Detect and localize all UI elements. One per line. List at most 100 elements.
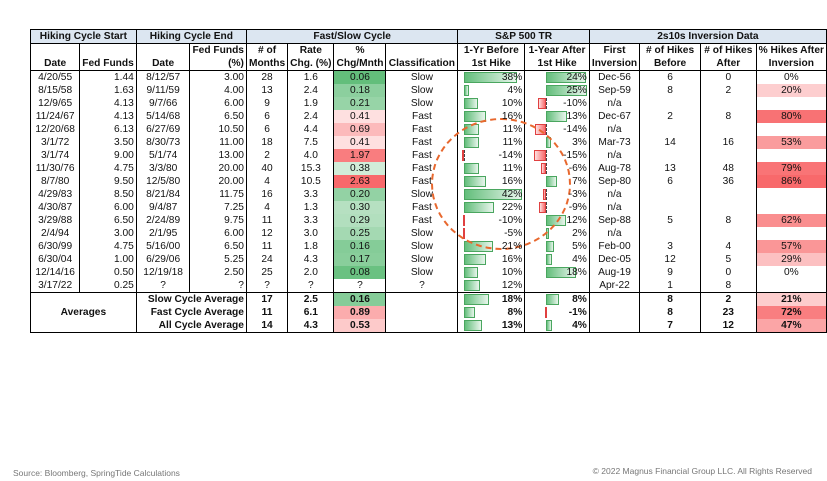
cell-rate-chg: 4.4: [287, 123, 335, 136]
cell-start-date: 3/29/88: [29, 214, 81, 227]
cell-yr-after: 24%: [524, 70, 590, 84]
cell-hikes-before: 9: [639, 266, 701, 279]
cell-end-date: 6/29/06: [135, 253, 191, 266]
cell-start-fed-funds: 4.13: [79, 97, 137, 110]
data-bar: [463, 320, 482, 331]
cell-months: 11: [245, 240, 289, 253]
data-bar: [545, 85, 588, 96]
cell-start-date: 4/20/55: [29, 70, 81, 84]
cell-months: 28: [245, 70, 289, 84]
cell-end-date: 5/1/74: [135, 149, 191, 162]
cell-start-date: 3/1/72: [29, 136, 81, 149]
avg-yr-after: -1%: [524, 306, 590, 319]
cell-classification: ?: [385, 279, 459, 293]
cell-start-date: 12/20/68: [29, 123, 81, 136]
avg-chg-mnth: 0.53: [333, 319, 387, 333]
cell-start-fed-funds: 4.13: [79, 110, 137, 123]
data-bar: [545, 267, 576, 278]
cell-chg-mnth: 0.41: [333, 110, 387, 123]
cell-hikes-after: 0: [700, 266, 757, 279]
table-row: 2/4/94 3.00 2/1/95 6.00 12 3.0 0.25 Slow -5% 2% n/…: [29, 227, 827, 240]
cell-pct-hikes-after: [755, 123, 827, 136]
col-after: After: [700, 57, 757, 71]
cell-classification: Slow: [385, 84, 459, 97]
yr-before-value: 12%: [501, 280, 523, 291]
col-date2: Date: [135, 57, 191, 71]
cell-end-date: 9/7/66: [135, 97, 191, 110]
cell-chg-mnth: 0.25: [333, 227, 387, 240]
table-row: 3/29/88 6.50 2/24/89 9.75 11 3.3 0.29 Fast -10% 1…: [29, 214, 827, 227]
yr-before-value: -5%: [504, 228, 523, 239]
cell-first-inversion: Sep-88: [588, 214, 641, 227]
cell-end-date: 6/27/69: [135, 123, 191, 136]
cell-start-date: 11/30/76: [29, 162, 81, 175]
cell-hikes-after: 36: [700, 175, 757, 188]
avg-yr-after: 4%: [524, 319, 590, 333]
cell-yr-after: 25%: [524, 84, 590, 97]
col-hikes-before-top: # of Hikes: [639, 43, 701, 57]
bar-axis: [545, 98, 547, 109]
col-rate: Rate: [287, 43, 335, 57]
cell-hikes-after: 16: [700, 136, 757, 149]
table-row: 3/1/74 9.00 5/1/74 13.00 2 4.0 1.97 Fast -14% -15…: [29, 149, 827, 162]
cell-start-date: 11/24/67: [29, 110, 81, 123]
cell-start-fed-funds: 0.25: [79, 279, 137, 293]
yr-before-value: 42%: [501, 189, 523, 200]
avg-pct-hikes-after: 72%: [755, 306, 827, 319]
cell-end-fed-funds: 9.75: [189, 214, 247, 227]
cell-rate-chg: 1.3: [287, 201, 335, 214]
cell-yr-after: 4%: [524, 253, 590, 266]
avg-hikes-before: 7: [639, 319, 701, 333]
avg-hikes-before: 8: [639, 306, 701, 319]
cell-pct-hikes-after: 0%: [755, 70, 827, 84]
cell-first-inversion: Apr-22: [588, 279, 641, 293]
yr-after-value: 5%: [572, 241, 587, 252]
cell-start-date: 3/17/22: [29, 279, 81, 293]
data-bar: [463, 307, 475, 318]
cell-months: 18: [245, 136, 289, 149]
yr-after-value: 12%: [566, 215, 587, 226]
avg-rate-chg: 2.5: [287, 292, 335, 306]
cell-end-date: 12/5/80: [135, 175, 191, 188]
table-row: 11/30/76 4.75 3/3/80 20.00 40 15.3 0.38 Fast 11%…: [29, 162, 827, 175]
cell-start-fed-funds: 1.63: [79, 84, 137, 97]
cell-classification: Slow: [385, 266, 459, 279]
cell-end-fed-funds: 5.25: [189, 253, 247, 266]
table-row: 6/30/04 1.00 6/29/06 5.25 24 4.3 0.17 Slow 16% 4%…: [29, 253, 827, 266]
header-hiking-start: Hiking Cycle Start: [30, 29, 137, 44]
yr-after-value: 25%: [566, 85, 587, 96]
cell-hikes-before: 6: [639, 175, 701, 188]
avg-hikes-after: 2: [700, 292, 757, 306]
cell-end-date: 12/19/18: [135, 266, 191, 279]
cell-start-date: 4/29/83: [29, 188, 81, 201]
average-row: All Cycle Average 14 4.3 0.53 13% 4% 7 12 47%: [31, 319, 827, 333]
cell-chg-mnth: 0.17: [333, 253, 387, 266]
cell-start-fed-funds: 6.00: [79, 201, 137, 214]
cell-classification: Fast: [385, 123, 459, 136]
avg-yr-before: 18%: [457, 292, 526, 306]
yr-before-value: 16%: [501, 176, 523, 187]
avg-first-inversion-empty: [588, 319, 641, 333]
average-label: All Cycle Average: [135, 319, 247, 333]
col-first-hike-a: 1st Hike: [457, 57, 526, 71]
col-pct: %: [333, 43, 387, 57]
copyright-note: © 2022 Magnus Financial Group LLC. All R…: [592, 466, 812, 476]
cell-hikes-after: [700, 149, 757, 162]
cell-months: 6: [245, 123, 289, 136]
cell-end-fed-funds: 3.00: [189, 70, 247, 84]
cell-chg-mnth: 0.69: [333, 123, 387, 136]
yr-after-value: -6%: [568, 163, 587, 174]
cell-pct-hikes-after: [755, 279, 827, 293]
avg-classification-empty: [385, 292, 459, 306]
cell-hikes-after: 8: [700, 279, 757, 293]
cell-start-date: 4/30/87: [29, 201, 81, 214]
col-before: Before: [639, 57, 701, 71]
avg-hikes-after: 23: [700, 306, 757, 319]
cell-chg-mnth: 0.30: [333, 201, 387, 214]
table-row: 3/1/72 3.50 8/30/73 11.00 18 7.5 0.41 Fast 11% 3%…: [29, 136, 827, 149]
cell-pct-hikes-after: 53%: [755, 136, 827, 149]
cell-end-fed-funds: 7.25: [189, 201, 247, 214]
cell-yr-before: 10%: [457, 97, 526, 110]
cell-hikes-after: 48: [700, 162, 757, 175]
cell-end-date: 8/21/84: [135, 188, 191, 201]
